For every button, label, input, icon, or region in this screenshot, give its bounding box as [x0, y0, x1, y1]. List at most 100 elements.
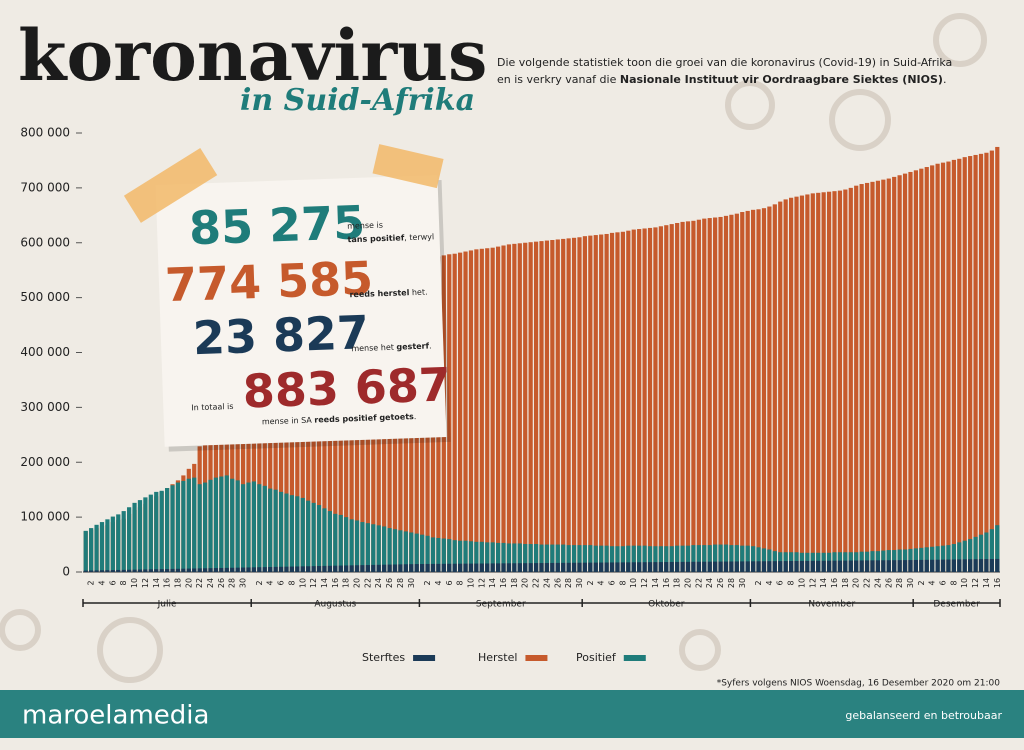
bar [523, 242, 528, 572]
bar [246, 384, 251, 572]
bar [137, 569, 143, 572]
bar [620, 562, 625, 572]
x-tick-label: 24 [206, 578, 215, 588]
bar [707, 545, 712, 572]
legend: Sterftes Herstel Positief [362, 651, 646, 664]
bar [132, 502, 137, 572]
bar [452, 540, 457, 572]
bar [425, 535, 430, 572]
bar [311, 566, 316, 572]
bar [83, 530, 88, 572]
bar [127, 569, 132, 572]
bar [924, 547, 929, 572]
x-tick-label: 8 [119, 580, 128, 585]
bar [137, 500, 143, 572]
bar [116, 569, 121, 572]
bar [501, 542, 506, 572]
bar [951, 559, 956, 572]
bar [637, 562, 642, 572]
x-tick-label: 2 [87, 580, 96, 585]
bar [430, 537, 436, 572]
x-tick-label: 22 [532, 578, 541, 588]
x-tick-label: 12 [309, 578, 318, 588]
legend-label: Positief [576, 651, 617, 664]
bar [582, 562, 588, 572]
bar [550, 544, 555, 572]
bar [626, 562, 631, 572]
bar [219, 567, 224, 572]
description-bold: Nasionale Instituut vir Oordraagbare Sie… [620, 73, 943, 86]
stat-recovered: 774 585 [164, 251, 374, 312]
bar [989, 529, 994, 572]
bar [951, 544, 956, 572]
bar [957, 542, 962, 572]
bar [89, 570, 94, 572]
bar [224, 475, 229, 572]
bar [533, 544, 539, 572]
bar [506, 244, 512, 573]
bar [268, 567, 273, 572]
bar [821, 192, 826, 572]
bar [382, 526, 387, 572]
bar [186, 478, 191, 572]
x-tick-label: 28 [564, 578, 573, 588]
bar [295, 335, 300, 572]
x-tick-label: 20 [353, 578, 362, 588]
bar [490, 247, 495, 572]
bar [360, 522, 365, 572]
bar [392, 564, 398, 572]
bar [859, 560, 864, 572]
bar [213, 477, 219, 572]
bar [371, 564, 376, 572]
bar [593, 235, 598, 572]
bar [251, 376, 257, 572]
bar [300, 497, 305, 572]
bar [495, 246, 501, 572]
description: Die volgende statistiek toon die groei v… [497, 56, 952, 69]
bar [989, 558, 994, 572]
bar [783, 199, 788, 572]
bar [403, 564, 408, 572]
bar [333, 565, 338, 572]
bar [740, 212, 745, 572]
bar [414, 533, 419, 572]
bar [490, 563, 495, 572]
bar [338, 565, 343, 572]
bar [962, 157, 967, 572]
x-tick-label: 22 [195, 578, 204, 588]
x-tick-label: 30 [738, 578, 747, 588]
x-tick-label: 30 [407, 578, 416, 588]
month-label: Oktober [648, 600, 685, 610]
x-tick-label: 30 [906, 578, 915, 588]
bar [273, 489, 278, 572]
bar [202, 568, 208, 572]
bar [262, 485, 267, 572]
x-tick-label: 20 [684, 578, 693, 588]
bar [148, 494, 153, 572]
note-paper [155, 175, 447, 447]
bar [289, 566, 295, 572]
bar [902, 173, 908, 573]
bar [848, 187, 853, 572]
bar [810, 193, 815, 573]
bar [821, 560, 826, 572]
x-tick-label: 20 [521, 578, 530, 588]
bar [403, 531, 408, 572]
x-tick-label: 16 [499, 578, 508, 588]
x-tick-label: 26 [385, 578, 394, 588]
tagline: gebalanseerd en betroubaar [845, 709, 1002, 722]
y-tick-label: 500 000 [20, 290, 70, 304]
bar [512, 543, 517, 572]
bar [691, 220, 696, 573]
bar [485, 248, 490, 573]
bar [458, 540, 463, 572]
x-tick-label: 4 [928, 580, 937, 585]
bar [577, 545, 582, 572]
bar [745, 210, 750, 573]
bar [588, 235, 593, 572]
bar [458, 252, 463, 572]
bar [631, 562, 636, 572]
bar [420, 563, 425, 572]
x-tick-label: 12 [477, 578, 486, 588]
bar [208, 479, 213, 572]
